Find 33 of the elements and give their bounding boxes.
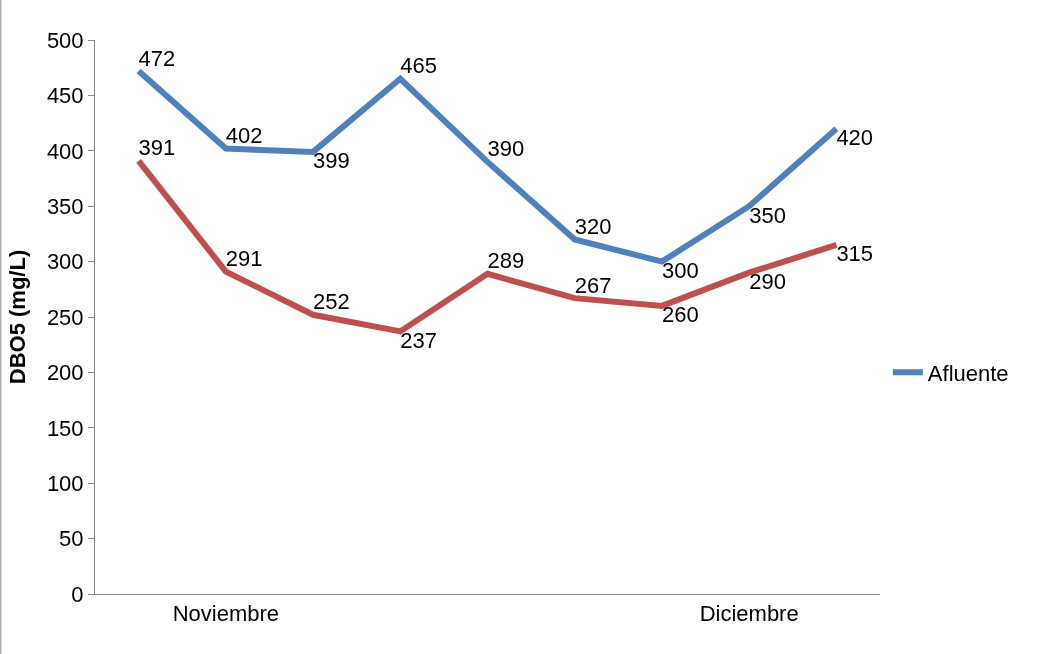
data-label: 465 xyxy=(400,53,437,79)
data-label: 391 xyxy=(138,135,176,161)
legend-label: Afluente xyxy=(927,360,1009,386)
data-label: 237 xyxy=(400,327,437,353)
data-label: 291 xyxy=(225,246,263,272)
data-label: 390 xyxy=(487,136,525,162)
y-tick-label: 50 xyxy=(59,526,84,552)
y-tick-label: 0 xyxy=(71,581,84,607)
y-axis-title: DBO5 (mg/L) xyxy=(4,249,30,385)
y-tick-label: 400 xyxy=(46,138,84,164)
data-label: 290 xyxy=(749,269,786,295)
y-tick-label: 500 xyxy=(46,27,84,53)
data-label: 315 xyxy=(836,241,874,267)
y-tick-label: 200 xyxy=(46,360,84,386)
data-label: 399 xyxy=(313,148,350,174)
data-label: 252 xyxy=(313,289,350,315)
data-label: 402 xyxy=(225,123,263,149)
data-label: 289 xyxy=(487,248,525,274)
data-label: 267 xyxy=(574,272,612,298)
y-tick-label: 350 xyxy=(46,193,84,219)
x-tick-label: Diciembre xyxy=(699,601,799,627)
y-tick-label: 100 xyxy=(46,470,84,496)
data-label: 420 xyxy=(836,125,874,151)
y-tick-label: 150 xyxy=(46,415,84,441)
y-tick-label: 450 xyxy=(46,83,84,109)
data-label: 320 xyxy=(574,213,612,239)
data-label: 472 xyxy=(138,45,176,71)
data-label: 300 xyxy=(661,258,699,284)
data-label: 350 xyxy=(749,202,786,228)
y-tick-label: 250 xyxy=(46,304,84,330)
x-tick-label: Noviembre xyxy=(172,601,280,627)
data-label: 260 xyxy=(661,302,699,328)
y-tick-label: 300 xyxy=(46,249,84,275)
